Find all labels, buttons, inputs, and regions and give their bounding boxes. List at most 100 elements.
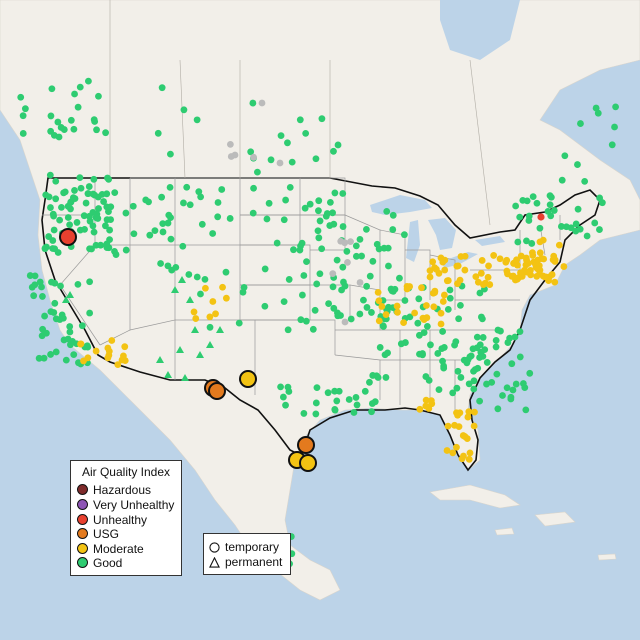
legend-item-permanent: permanent: [209, 555, 282, 569]
monitor-dot: [416, 350, 423, 358]
monitor-dot: [457, 374, 465, 381]
monitor-dot: [58, 311, 66, 319]
monitor-dot: [437, 309, 445, 317]
monitor-dot: [300, 410, 308, 417]
monitor-dot: [276, 159, 284, 167]
monitor-dot: [86, 212, 93, 220]
monitor-dot: [496, 255, 504, 263]
monitor-dot: [334, 312, 342, 320]
monitor-dot: [440, 364, 448, 372]
monitor-dot: [312, 155, 320, 163]
monitor-dot: [343, 247, 351, 255]
monitor-dot: [483, 359, 491, 366]
monitor-dot: [508, 360, 516, 368]
monitor-dot: [47, 112, 55, 120]
monitor-dot: [526, 369, 534, 377]
monitor-dot: [507, 395, 515, 403]
legend-label: Good: [93, 556, 123, 570]
monitor-dot: [463, 359, 471, 367]
legend-item-usg: USG: [77, 527, 119, 541]
monitor-dot: [330, 147, 337, 155]
monitor-dot: [222, 268, 230, 276]
monitor-dot: [368, 408, 375, 416]
permanent-monitor: [181, 374, 189, 381]
monitor-dot: [42, 191, 50, 199]
monitor-dot: [19, 112, 27, 120]
monitor-dot: [430, 303, 438, 311]
monitor-dot: [303, 258, 310, 266]
monitor-dot: [347, 238, 354, 246]
monitor-dot: [478, 315, 486, 323]
monitor-dot: [464, 413, 472, 421]
monitor-dot: [560, 263, 568, 270]
monitor-dot: [537, 213, 545, 221]
monitor-dot: [66, 323, 74, 330]
monitor-dot: [57, 282, 64, 290]
temporary-label: temporary: [225, 540, 280, 554]
monitor-dot: [142, 196, 150, 204]
monitor-dot: [551, 258, 559, 265]
permanent-monitor: [216, 326, 224, 333]
legend-item-hazardous: Hazardous: [77, 483, 151, 497]
monitor-dot: [513, 256, 520, 264]
monitor-dot: [84, 190, 92, 197]
monitor-dot: [465, 408, 473, 416]
monitor-dot: [577, 120, 584, 127]
monitor-dot: [592, 104, 600, 112]
moderate-swatch: [77, 543, 88, 554]
monitor-dot: [47, 308, 55, 316]
monitor-dot: [81, 225, 88, 233]
monitor-dot: [166, 183, 174, 191]
monitor-dot: [391, 285, 399, 293]
monitor-dot: [439, 357, 446, 365]
monitor-dot: [329, 270, 337, 278]
monitor-dot: [376, 344, 384, 351]
monitor-dot: [41, 312, 48, 320]
monitor-dot: [71, 90, 78, 98]
monitor-dot: [511, 333, 519, 341]
monitor-dot: [86, 245, 93, 253]
monitor-dot: [363, 304, 371, 311]
monitor-dot: [49, 245, 57, 252]
usg-monitor: [297, 436, 315, 454]
monitor-dot: [56, 216, 64, 224]
monitor-dot: [297, 316, 305, 324]
monitor-dot: [316, 217, 324, 225]
permanent-label: permanent: [225, 555, 283, 569]
monitor-dot: [180, 106, 188, 114]
monitor-dot: [66, 328, 74, 336]
monitor-dot: [420, 329, 428, 336]
monitor-dot: [375, 317, 383, 325]
monitor-dot: [382, 374, 390, 381]
monitor-dot: [277, 383, 284, 391]
monitor-dot: [311, 306, 319, 314]
legend-label: Hazardous: [93, 483, 152, 497]
monitor-dot: [316, 270, 324, 278]
monitor-dot: [45, 233, 53, 240]
monitor-dot: [277, 132, 285, 140]
monitor-dot: [36, 278, 44, 286]
aqi-legend-title: Air Quality Index: [81, 465, 171, 479]
lake-michigan: [406, 220, 420, 262]
monitor-dot: [214, 213, 222, 221]
monitor-dot: [326, 198, 334, 206]
monitor-dot: [333, 256, 341, 264]
monitor-dot: [31, 281, 39, 289]
monitor-dot: [420, 316, 428, 323]
monitor-dot: [422, 402, 430, 410]
monitor-dot: [121, 343, 129, 351]
permanent-monitor: [206, 341, 214, 348]
monitor-dot: [514, 238, 522, 246]
monitor-dot: [95, 205, 102, 212]
lake-huron: [428, 218, 456, 250]
monitor-dot: [536, 238, 544, 246]
monitor-dot: [206, 323, 214, 331]
monitor-dot: [422, 373, 430, 380]
monitor-dot: [167, 150, 174, 158]
monitor-dot: [280, 216, 288, 224]
monitor-dot: [608, 141, 616, 149]
monitor-dot: [104, 344, 112, 352]
monitor-dot: [514, 261, 521, 269]
monitor-dot: [382, 311, 390, 318]
monitor-dot: [43, 243, 50, 251]
